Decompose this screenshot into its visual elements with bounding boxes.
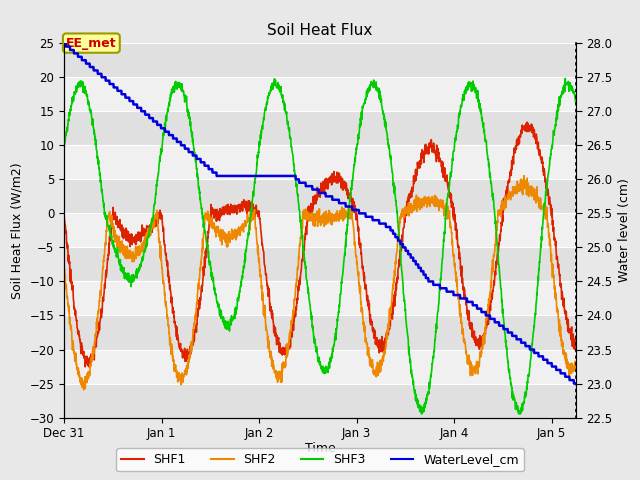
Bar (64, 247, 576, 281)
Text: EE_met: EE_met (66, 36, 116, 49)
Bar (64, 43, 576, 77)
Bar (64, 214, 576, 247)
Title: Soil Heat Flux: Soil Heat Flux (268, 23, 372, 38)
Y-axis label: Water level (cm): Water level (cm) (618, 179, 631, 282)
Bar (64, 77, 576, 111)
Bar (64, 180, 576, 214)
Bar (64, 111, 576, 145)
Legend: SHF1, SHF2, SHF3, WaterLevel_cm: SHF1, SHF2, SHF3, WaterLevel_cm (116, 448, 524, 471)
Bar (64, 145, 576, 180)
Bar (64, 384, 576, 418)
Bar (64, 315, 576, 349)
X-axis label: Time: Time (305, 442, 335, 455)
Bar (64, 281, 576, 315)
Y-axis label: Soil Heat Flux (W/m2): Soil Heat Flux (W/m2) (11, 162, 24, 299)
Bar (64, 349, 576, 384)
